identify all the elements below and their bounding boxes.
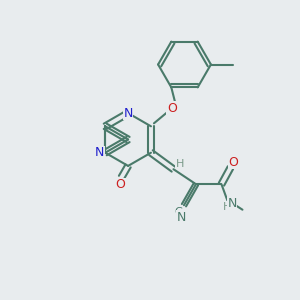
Text: C: C <box>175 207 182 217</box>
Text: N: N <box>95 146 104 159</box>
Text: N: N <box>178 213 187 223</box>
Text: O: O <box>167 102 177 115</box>
Text: H: H <box>223 202 232 212</box>
Text: N: N <box>123 106 133 120</box>
Text: N: N <box>176 211 186 224</box>
Text: N: N <box>227 196 237 210</box>
Text: O: O <box>115 178 125 191</box>
Text: O: O <box>229 156 238 169</box>
Text: H: H <box>176 159 184 169</box>
